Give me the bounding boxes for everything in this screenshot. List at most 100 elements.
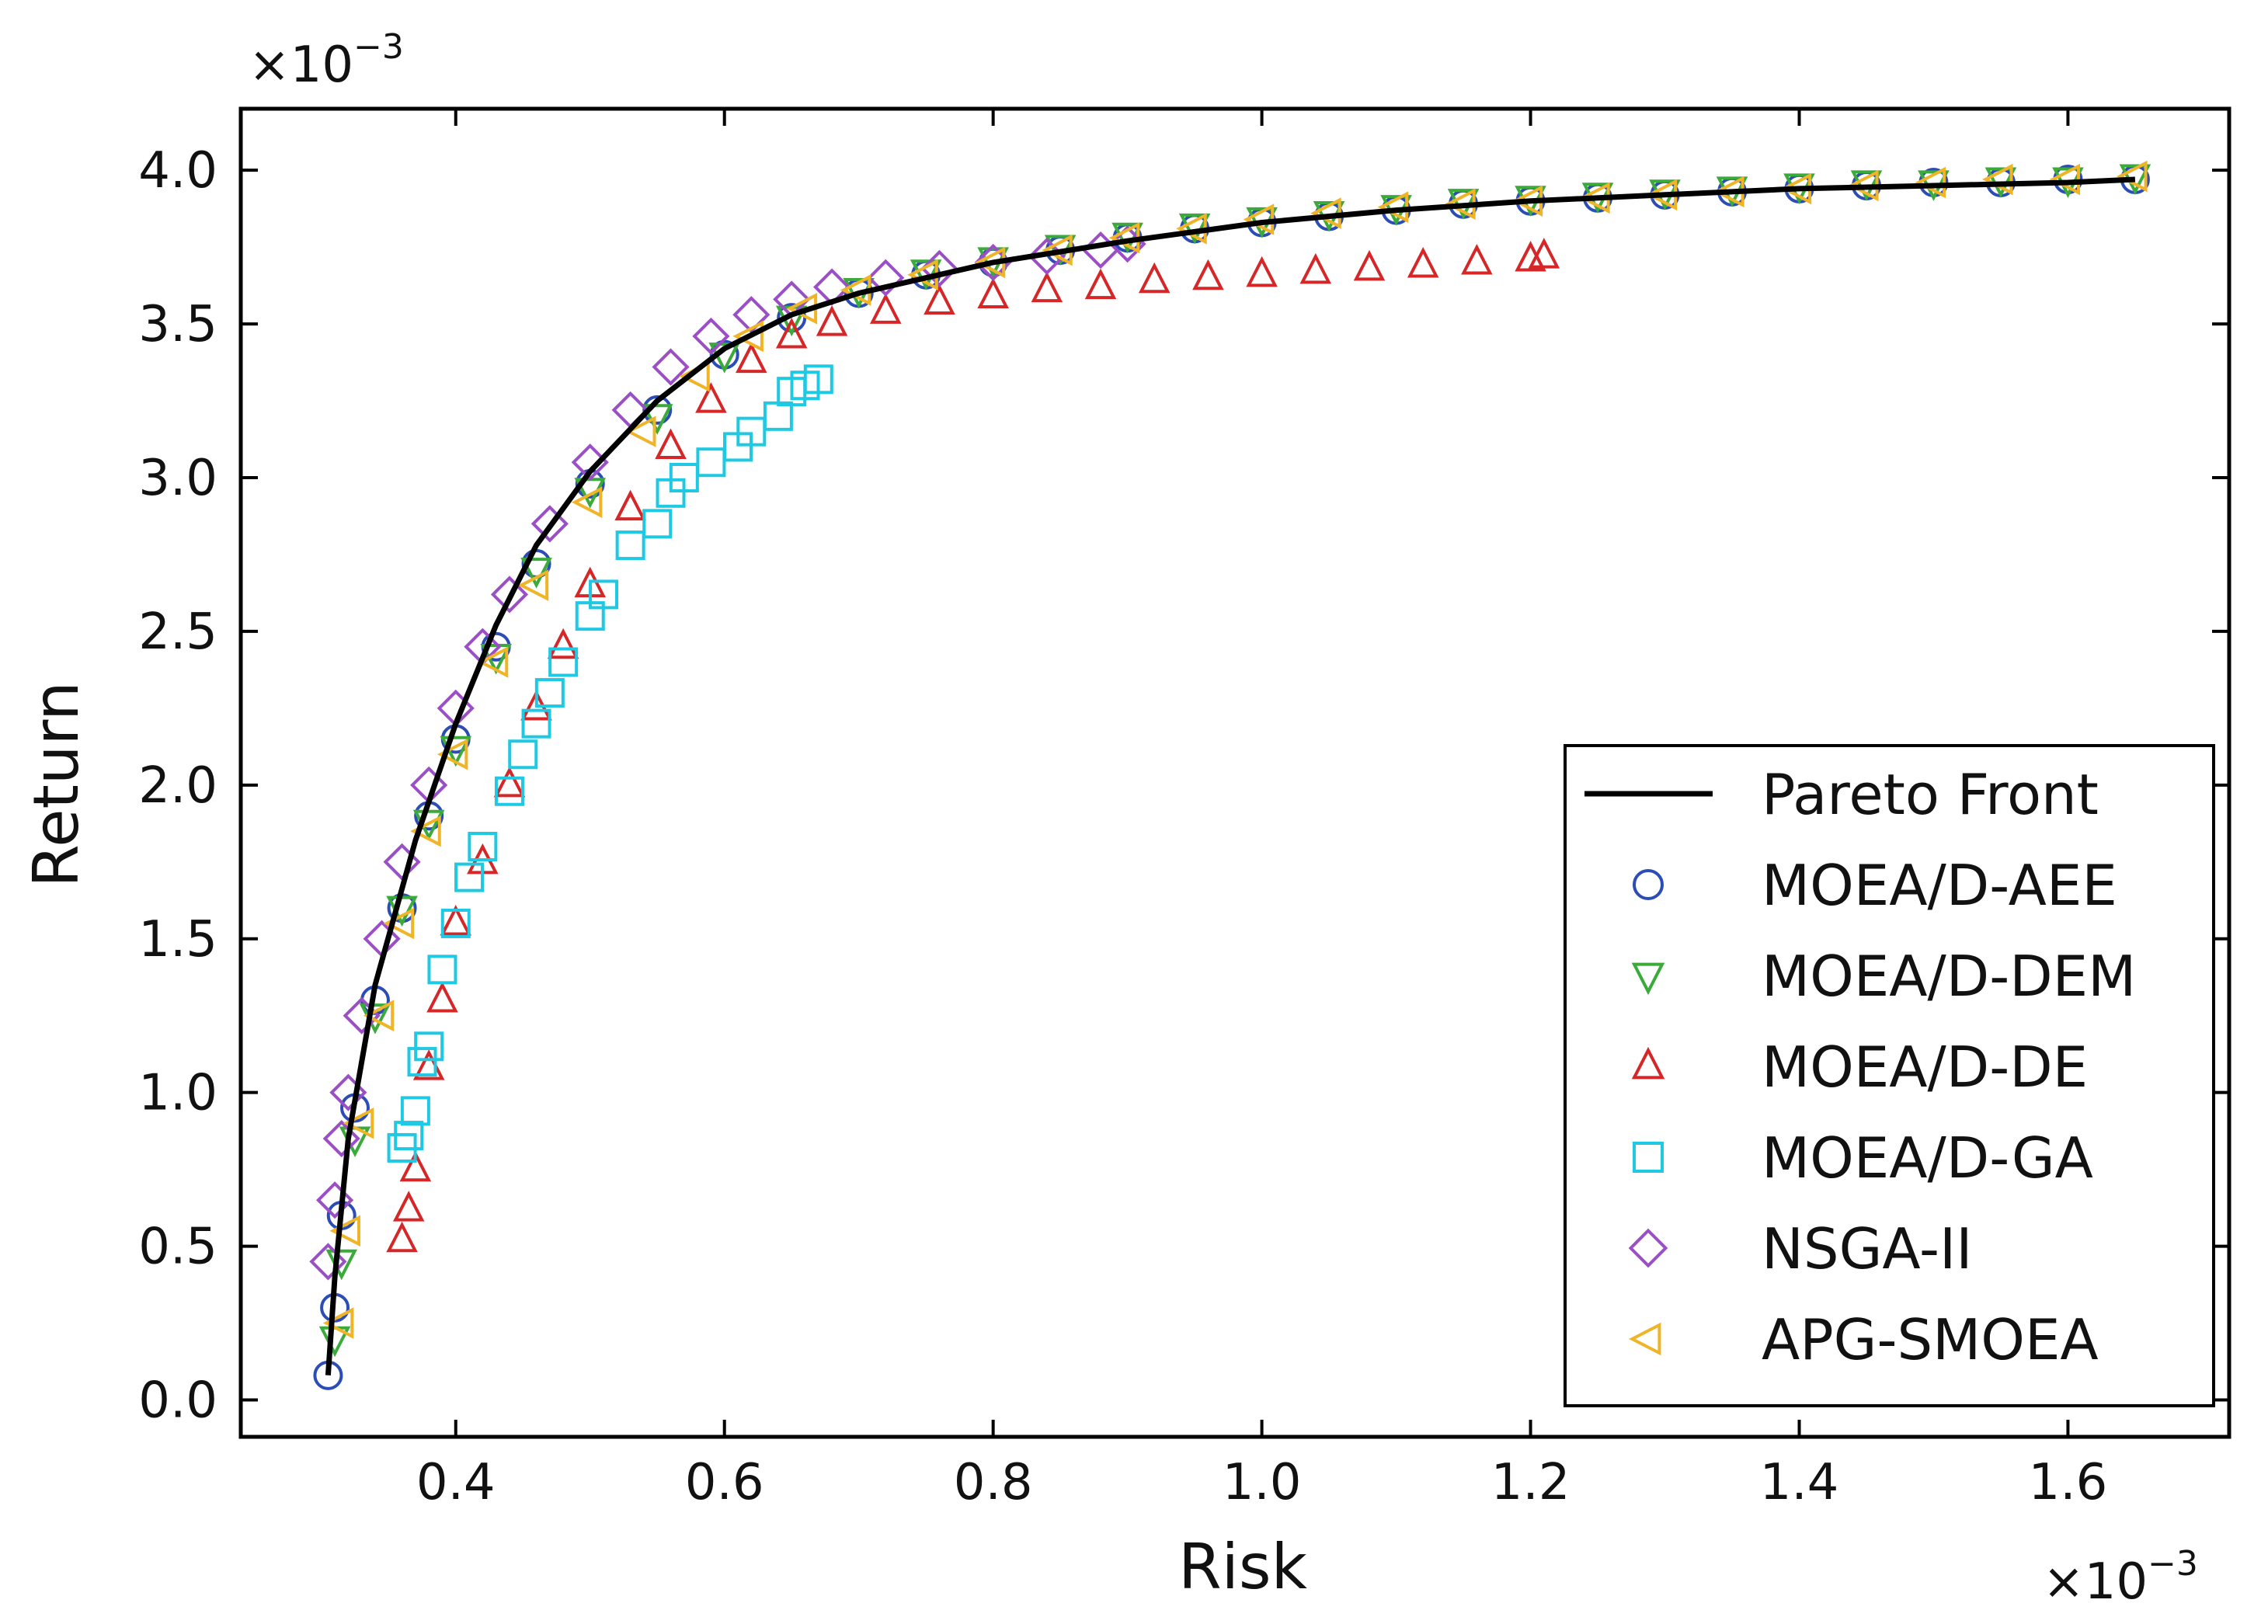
- legend-label: MOEA/D-DE: [1762, 1035, 2088, 1100]
- data-point-apg-smoea: [383, 907, 415, 940]
- data-point-moea-d-ga: [642, 509, 673, 539]
- legend-item-moea-d-dem: MOEA/D-DEM: [1631, 944, 2136, 1009]
- legend-item-nsga-ii: NSGA-II: [1628, 1216, 1972, 1281]
- x-tick-label: 0.8: [954, 1454, 1033, 1511]
- data-point-moea-d-de: [1084, 268, 1117, 300]
- series-moea-d-ga: [387, 364, 833, 1163]
- data-point-moea-d-de: [614, 489, 646, 521]
- data-point-apg-smoea: [517, 569, 549, 601]
- data-point-moea-d-de: [1299, 252, 1332, 284]
- data-point-moea-d-de: [736, 342, 767, 374]
- data-point-moea-d-ga: [508, 739, 538, 770]
- data-point-moea-d-de: [399, 1150, 432, 1182]
- data-point-moea-d-ga: [414, 1031, 444, 1062]
- x-tick-label: 0.6: [685, 1454, 764, 1511]
- y-tick-label: 2.5: [138, 603, 217, 661]
- data-point-moea-d-de: [547, 628, 579, 659]
- data-point-apg-smoea: [363, 1000, 395, 1031]
- x-tick-label: 1.0: [1223, 1454, 1302, 1511]
- y-tick-label: 2.0: [138, 757, 217, 815]
- data-point-moea-d-de: [977, 277, 1009, 309]
- legend-label: MOEA/D-GA: [1762, 1125, 2093, 1191]
- data-point-moea-d-de: [493, 766, 526, 798]
- data-point-moea-d-de: [386, 1221, 418, 1253]
- legend-entries: Pareto Front MOEA/D-AEE MOEA/D-DEM MOEA/D-D…: [1584, 762, 2136, 1372]
- data-point-moea-d-de: [1528, 238, 1560, 269]
- data-point-moea-d-de: [695, 382, 727, 413]
- data-point-moea-d-ga: [534, 678, 565, 708]
- legend-label: APG-SMOEA: [1762, 1307, 2099, 1372]
- data-point-apg-smoea: [329, 1215, 360, 1247]
- data-point-apg-smoea: [1915, 166, 1946, 199]
- data-point-moea-d-de: [816, 305, 848, 336]
- data-point-moea-d-ga: [468, 832, 498, 861]
- legend-item-apg-smoea: APG-SMOEA: [1628, 1307, 2099, 1372]
- data-point-apg-smoea: [322, 1307, 354, 1339]
- y-axis-label: Return: [20, 681, 92, 887]
- legend-item-moea-d-de: MOEA/D-DE: [1631, 1035, 2088, 1100]
- x-tick-label: 1.4: [1760, 1454, 1839, 1511]
- legend-label: NSGA-II: [1762, 1216, 1972, 1281]
- legend-marker-swatch: [1628, 1228, 1668, 1268]
- x-tick-label: 0.4: [416, 1454, 496, 1511]
- data-point-moea-d-aee: [642, 395, 673, 425]
- legend-marker-swatch: [1628, 1322, 1661, 1356]
- data-point-moea-d-ga: [615, 530, 645, 561]
- data-point-moea-d-ga: [521, 708, 551, 739]
- data-point-moea-d-de: [1246, 256, 1278, 287]
- data-point-moea-d-de: [1031, 271, 1063, 303]
- ticks-layer: 0.4 0.6 0.8 1.0 1.2 1.4 1.6 0.0 0.5 1.0 1.5 2.0 2.5 3…: [138, 109, 2229, 1511]
- y-tick-label: 3.5: [138, 296, 217, 353]
- series-pareto-front: [325, 176, 2136, 1376]
- x-axis-multiplier: ×10−3: [2043, 1544, 2198, 1611]
- y-tick-label: 0.5: [138, 1219, 217, 1276]
- legend-label: Pareto Front: [1762, 762, 2099, 827]
- data-point-apg-smoea: [2116, 160, 2148, 193]
- legend-label: MOEA/D-DEM: [1762, 944, 2136, 1009]
- data-point-moea-d-ga: [400, 1096, 430, 1126]
- data-point-moea-d-de: [1407, 246, 1439, 278]
- legend-item-pareto-front: Pareto Front: [1584, 762, 2099, 827]
- series-layer: [309, 160, 2151, 1390]
- data-point-nsga-ii: [316, 1181, 354, 1219]
- legend-item-moea-d-ga: MOEA/D-GA: [1633, 1125, 2093, 1191]
- data-point-moea-d-ga: [494, 776, 524, 806]
- data-point-nsga-ii: [920, 249, 958, 287]
- data-point-moea-d-de: [655, 428, 687, 460]
- y-tick-label: 3.0: [138, 450, 217, 507]
- data-point-nsga-ii: [322, 1119, 360, 1158]
- data-point-nsga-ii: [530, 505, 569, 543]
- data-point-moea-d-de: [1138, 262, 1171, 294]
- legend-marker-swatch: [1631, 1046, 1665, 1080]
- data-point-moea-d-de: [1461, 243, 1493, 275]
- legend-label: MOEA/D-AEE: [1762, 853, 2117, 918]
- data-point-apg-smoea: [437, 738, 468, 770]
- data-point-apg-smoea: [732, 320, 764, 353]
- data-point-apg-smoea: [410, 815, 441, 847]
- data-point-moea-d-ga: [736, 416, 767, 447]
- data-point-moea-d-dem: [1111, 222, 1143, 254]
- data-point-nsga-ii: [732, 296, 770, 334]
- x-tick-label: 1.2: [1491, 1454, 1571, 1511]
- plot-frame: [238, 106, 2231, 1439]
- x-axis-label: Risk: [1178, 1531, 1307, 1603]
- data-point-moea-d-de: [1353, 249, 1386, 281]
- data-point-moea-d-ga: [803, 364, 833, 395]
- data-point-nsga-ii: [490, 576, 529, 614]
- data-point-moea-d-dem: [641, 404, 673, 435]
- legend-box: [1564, 744, 2215, 1407]
- data-point-moea-d-ga: [454, 862, 485, 892]
- legend: Pareto Front MOEA/D-AEE MOEA/D-DEM MOEA/D-D…: [1564, 744, 2215, 1407]
- y-tick-label: 0.0: [138, 1372, 217, 1430]
- data-point-moea-d-de: [426, 981, 458, 1013]
- y-axis-multiplier: ×10−3: [249, 27, 404, 94]
- data-point-nsga-ii: [692, 317, 730, 355]
- data-point-moea-d-ga: [696, 447, 726, 478]
- legend-item-moea-d-aee: MOEA/D-AEE: [1633, 853, 2117, 918]
- data-point-moea-d-dem: [1178, 213, 1211, 245]
- legend-marker-swatch: [1633, 869, 1664, 900]
- y-tick-label: 1.5: [138, 911, 217, 968]
- data-point-moea-d-de: [1192, 259, 1224, 290]
- data-point-moea-d-de: [440, 905, 472, 936]
